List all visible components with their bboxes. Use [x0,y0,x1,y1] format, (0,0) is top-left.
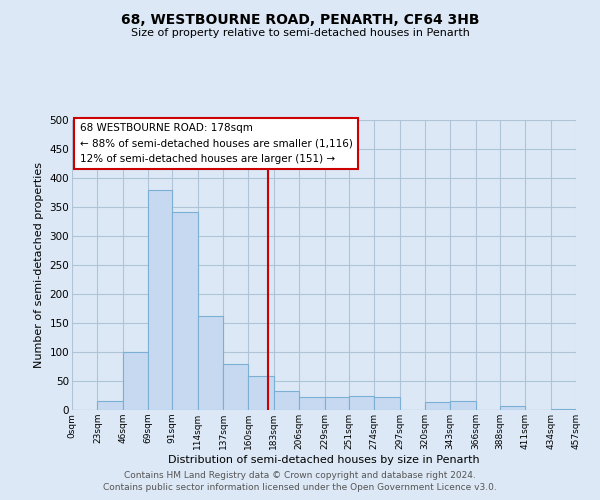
Bar [450,402,476,410]
Bar [325,397,349,410]
Text: Contains public sector information licensed under the Open Government Licence v3: Contains public sector information licen… [103,484,497,492]
Bar [274,391,299,410]
Bar [248,376,274,410]
Bar [198,316,223,410]
Bar [349,396,374,410]
Bar [172,212,198,410]
X-axis label: Distribution of semi-detached houses by size in Penarth: Distribution of semi-detached houses by … [168,454,480,464]
Text: Size of property relative to semi-detached houses in Penarth: Size of property relative to semi-detach… [131,28,469,38]
Text: 68 WESTBOURNE ROAD: 178sqm
← 88% of semi-detached houses are smaller (1,116)
12%: 68 WESTBOURNE ROAD: 178sqm ← 88% of semi… [80,123,352,164]
Bar [223,364,248,410]
Bar [374,397,400,410]
Bar [97,402,123,410]
Bar [425,402,450,410]
Bar [500,406,525,410]
Bar [551,409,576,410]
Y-axis label: Number of semi-detached properties: Number of semi-detached properties [34,162,44,368]
Text: Contains HM Land Registry data © Crown copyright and database right 2024.: Contains HM Land Registry data © Crown c… [124,471,476,480]
Text: 68, WESTBOURNE ROAD, PENARTH, CF64 3HB: 68, WESTBOURNE ROAD, PENARTH, CF64 3HB [121,12,479,26]
Bar [123,352,148,410]
Bar [148,190,172,410]
Bar [299,396,325,410]
